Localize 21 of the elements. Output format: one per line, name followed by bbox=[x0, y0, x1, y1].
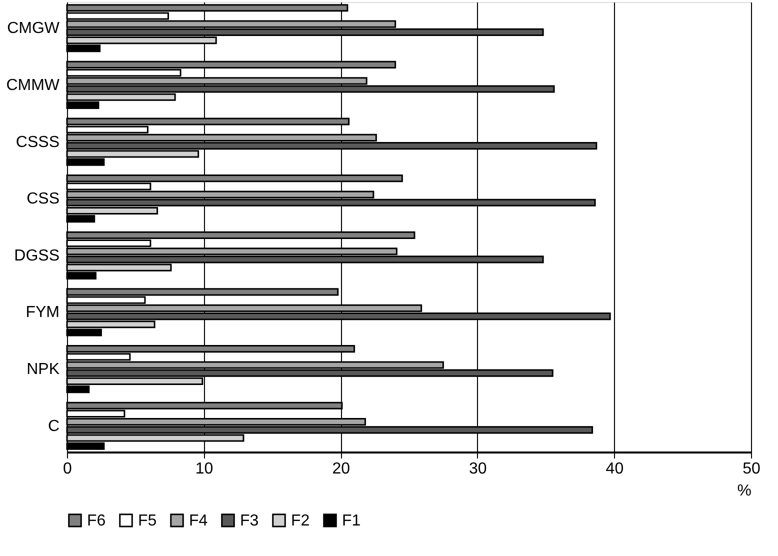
y-tick-label: CMMW bbox=[6, 76, 60, 94]
y-tick-label: CSS bbox=[26, 190, 60, 208]
y-tick-label: CMGW bbox=[7, 20, 60, 38]
y-tick-label: CSSS bbox=[16, 134, 60, 151]
legend-label: F2 bbox=[291, 512, 310, 530]
x-tick-label: 0 bbox=[63, 460, 72, 478]
legend-label: F6 bbox=[87, 512, 106, 530]
legend-label: F3 bbox=[240, 512, 259, 530]
legend-label: F4 bbox=[189, 512, 208, 530]
legend-label: F5 bbox=[138, 512, 157, 530]
y-tick-label: FYM bbox=[26, 304, 60, 322]
y-tick-label: DGSS bbox=[14, 247, 60, 264]
legend-label: F1 bbox=[342, 512, 361, 530]
y-tick-label: NPK bbox=[26, 361, 60, 378]
x-tick-label: 10 bbox=[195, 460, 214, 478]
x-axis-title: % bbox=[737, 482, 752, 500]
x-tick-label: 30 bbox=[469, 460, 487, 478]
y-tick-label: C bbox=[48, 418, 60, 435]
x-tick-label: 20 bbox=[332, 460, 350, 478]
x-tick-label: 50 bbox=[742, 460, 760, 478]
x-tick-label: 40 bbox=[606, 460, 624, 478]
